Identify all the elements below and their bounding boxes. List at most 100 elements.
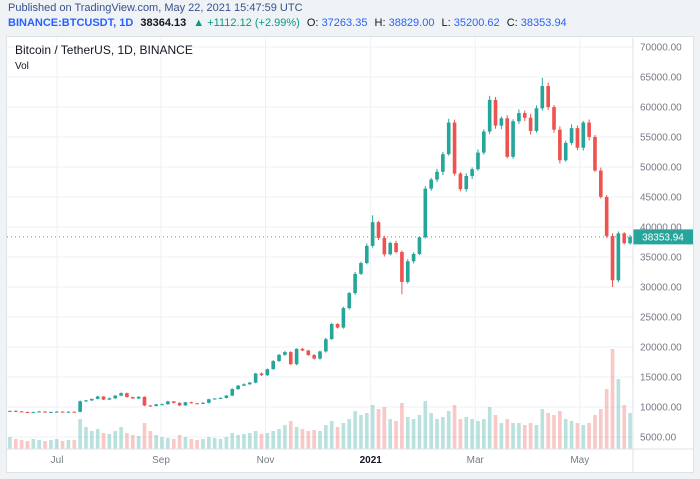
volume-bar: [142, 423, 147, 449]
volume-bar: [517, 423, 521, 449]
candle-body: [452, 122, 457, 174]
candle-body: [487, 99, 492, 132]
candle-body: [534, 108, 539, 131]
candle-body: [154, 404, 159, 407]
candle-body: [312, 355, 316, 359]
volume-bar: [382, 407, 387, 449]
volume-bar: [119, 427, 123, 449]
candle-body: [552, 107, 556, 130]
y-axis-label: 5000.00: [640, 433, 677, 444]
volume-bar: [125, 433, 129, 449]
candle-body: [288, 352, 293, 365]
candle-body: [54, 411, 59, 413]
volume-bar: [359, 415, 363, 449]
candle-body: [306, 350, 311, 356]
volume-bar: [505, 419, 510, 449]
candle-body: [499, 118, 504, 126]
candle-body: [90, 398, 94, 401]
symbol-link[interactable]: BINANCE:BTCUSDT, 1D: [8, 17, 134, 29]
candle-body: [511, 121, 515, 157]
candle-body: [441, 154, 445, 172]
x-axis-label: Jul: [51, 455, 64, 466]
candle-body: [294, 348, 299, 365]
chart-panel[interactable]: Bitcoin / TetherUS, 1D, BINANCE Vol 3835…: [6, 36, 694, 473]
volume-bar: [481, 419, 486, 449]
volume-bar: [72, 440, 77, 449]
y-axis-label: 65000.00: [640, 73, 682, 84]
volume-bar: [148, 431, 153, 449]
volume-bar: [31, 439, 36, 449]
candle-body: [324, 339, 328, 352]
volume-bar: [288, 421, 293, 449]
price-chart[interactable]: 38353.94 70000.00 65000.00 60000.00 55000.00…: [7, 37, 693, 472]
candle-body: [347, 293, 352, 309]
volume-bar: [563, 419, 568, 449]
volume-label: Vol: [15, 61, 29, 72]
volume-bar: [487, 407, 492, 449]
volume-bar: [435, 419, 439, 449]
volume-bar: [60, 441, 65, 449]
candle-body: [218, 397, 223, 399]
candle-body: [353, 273, 357, 294]
y-axis[interactable]: 70000.00 65000.00 60000.00 55000.00 50000.00…: [640, 43, 682, 444]
volume-bar: [628, 413, 632, 449]
candle-body: [464, 175, 469, 190]
candle-body: [388, 242, 393, 255]
candle-body: [370, 222, 375, 246]
candle-body: [405, 261, 410, 282]
candle-body: [470, 169, 474, 176]
volume-bar: [446, 411, 451, 449]
candle-body: [604, 196, 609, 236]
volume-bar: [90, 431, 94, 449]
candle-body: [177, 402, 182, 406]
candle-body: [505, 118, 510, 157]
candle-body: [142, 396, 147, 406]
volume-bar: [534, 425, 539, 449]
volume-bar: [341, 423, 346, 449]
candle-body: [259, 373, 264, 376]
volume-bar: [277, 429, 281, 449]
open-label: O:: [306, 17, 319, 29]
x-axis[interactable]: Jul Sep Nov 2021 Mar May: [51, 455, 590, 466]
candle-body: [546, 86, 550, 108]
y-axis-label: 25000.00: [640, 313, 682, 324]
volume-bar: [604, 389, 609, 449]
candle-body: [119, 393, 123, 396]
volume-bar: [66, 440, 71, 449]
volume-bar: [259, 434, 264, 449]
candle-body: [335, 323, 340, 328]
close-value: 38353.94: [520, 17, 567, 29]
volume-bar: [552, 415, 556, 449]
volume-bar: [154, 435, 159, 449]
candle-body: [382, 237, 387, 255]
y-axis-label: 30000.00: [640, 283, 682, 294]
candle-body: [72, 411, 77, 413]
published-bar[interactable]: Published on TradingView.com, May 22, 20…: [8, 2, 303, 14]
volume-series: [8, 349, 632, 449]
open-value: 37263.35: [321, 17, 368, 29]
candle-body: [318, 351, 322, 359]
candle-body: [8, 410, 12, 412]
candle-body: [558, 129, 562, 161]
y-axis-label: 55000.00: [640, 133, 682, 144]
y-axis-label: 35000.00: [640, 253, 682, 264]
volume-bar: [201, 439, 205, 449]
volume-bar: [271, 431, 276, 449]
candle-body: [13, 410, 18, 412]
volume-bar: [113, 431, 118, 449]
x-axis-label: May: [570, 455, 589, 466]
candle-body: [265, 369, 270, 376]
volume-bar: [511, 423, 515, 449]
candle-body: [329, 323, 334, 340]
volume-bar: [183, 437, 188, 449]
last-price: 38353.94: [7, 229, 693, 245]
candle-body: [364, 245, 369, 264]
candle-body: [271, 361, 276, 370]
volume-bar: [306, 431, 311, 449]
candle-body: [60, 411, 65, 413]
volume-bar: [171, 439, 176, 449]
volume-bar: [195, 440, 199, 449]
volume-bar: [78, 419, 82, 449]
volume-bar: [616, 379, 621, 449]
volume-bar: [166, 438, 170, 449]
